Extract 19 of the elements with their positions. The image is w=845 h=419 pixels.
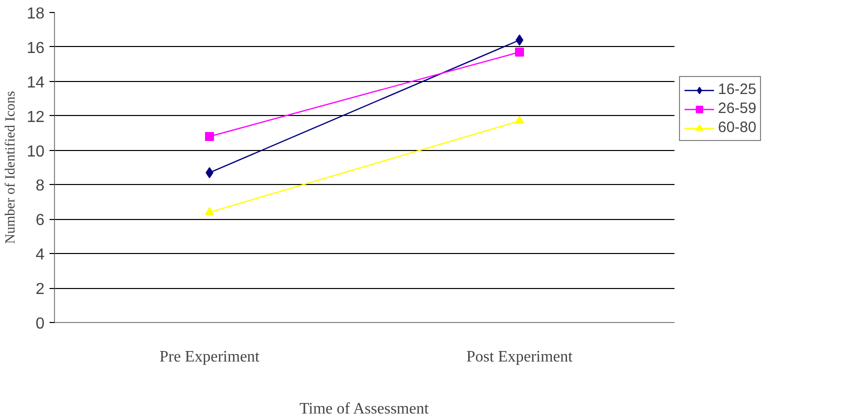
y-tick-label: 6 (36, 212, 45, 230)
point (515, 48, 524, 57)
x-axis-title: Time of Assessment (299, 400, 430, 418)
y-axis-title: Number of Identified Icons (4, 91, 19, 244)
y-tick-label: 18 (26, 6, 45, 22)
y-tick-label: 4 (36, 246, 45, 264)
x-tick-label: Pre Experiment (160, 348, 260, 366)
point (205, 132, 214, 141)
y-tick-label: 8 (36, 178, 45, 195)
y-tick-label: 2 (36, 281, 45, 298)
y-tick-label: 12 (26, 108, 45, 126)
legend-label: 16-25 (718, 81, 756, 98)
y-tick-label: 14 (26, 74, 45, 92)
legend-label: 26-59 (718, 100, 756, 117)
x-tick-label: Post Experiment (466, 348, 574, 366)
y-tick-label: 16 (26, 40, 45, 57)
y-tick-label: 10 (26, 143, 45, 160)
y-tick-label: 0 (36, 316, 45, 332)
legend-label: 60-80 (718, 119, 756, 136)
